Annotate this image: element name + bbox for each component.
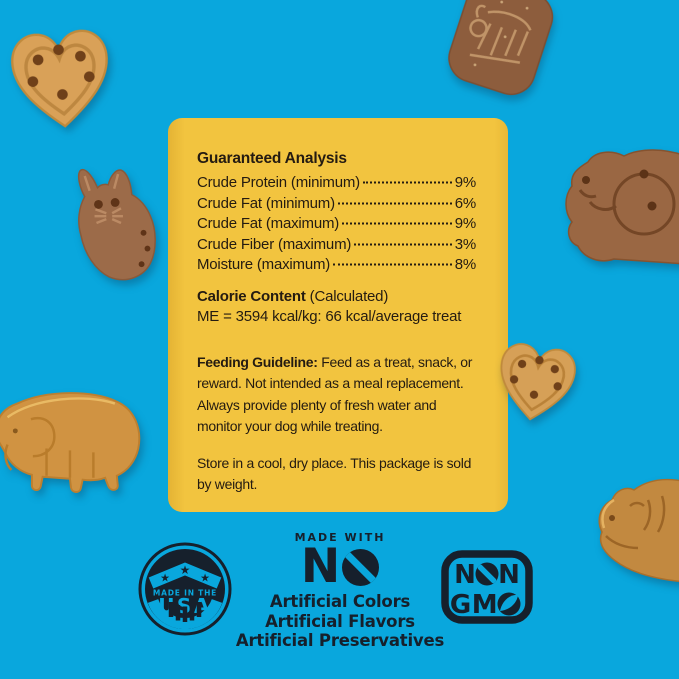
feeding-guideline: Feeding Guideline: Feed as a treat, snac… xyxy=(197,353,473,435)
calorie-content-heading: Calorie Content (Calculated) xyxy=(197,287,389,305)
analysis-row: Crude Fat (minimum) 6% xyxy=(197,194,476,215)
list-item: Artificial Preservatives xyxy=(235,631,445,650)
dot-leader xyxy=(354,243,452,245)
made-with-no-block: MADE WITH N Artificial Colors Artificial… xyxy=(228,531,452,651)
analysis-label: Moisture (maximum) xyxy=(197,256,331,273)
analysis-row: Crude Fiber (maximum) 3% xyxy=(197,235,476,256)
dot-leader xyxy=(333,263,452,266)
analysis-label: Crude Fat (maximum) xyxy=(197,215,340,232)
analysis-value: 6% xyxy=(454,194,476,212)
dot-leader xyxy=(342,222,452,225)
star-icon: ★ xyxy=(200,572,210,585)
analysis-value: 8% xyxy=(454,256,476,273)
panel-heading: Guaranteed Analysis xyxy=(197,150,347,167)
non-gmo-letters: GM xyxy=(450,590,498,620)
analysis-label: Crude Fiber (maximum) xyxy=(197,235,352,253)
heart-cookie-icon xyxy=(500,343,576,421)
analysis-label: Crude Fat (minimum) xyxy=(197,194,335,212)
non-gmo-badge: N N GM xyxy=(441,550,533,624)
heart-cookie-icon xyxy=(11,29,108,128)
dot-leader xyxy=(337,202,452,204)
no-artificial-list: Artificial Colors Artificial Flavors Art… xyxy=(228,592,452,651)
calorie-content-value: ME = 3594 kcal/kg: 66 kcal/average treat xyxy=(197,307,462,325)
hippo-cookie-icon xyxy=(598,478,679,582)
no-symbol-icon xyxy=(342,548,380,586)
analysis-row: Moisture (maximum) 8% xyxy=(197,255,476,276)
star-icon: ★ xyxy=(160,572,170,585)
leaf-o-icon xyxy=(497,592,521,616)
non-gmo-letter: N xyxy=(498,560,520,590)
non-gmo-letter: N xyxy=(454,560,476,590)
elephant-cookie-icon xyxy=(0,392,141,493)
list-item: Artificial Colors xyxy=(269,592,411,611)
guaranteed-analysis-panel: Guaranteed Analysis Crude Protein (minim… xyxy=(168,118,508,512)
pig-cookie-icon xyxy=(565,149,679,265)
made-with-label: MADE WITH xyxy=(294,531,386,544)
analysis-table: Crude Protein (minimum) 9% Crude Fat (mi… xyxy=(197,173,476,276)
goat-cookie-icon xyxy=(448,0,554,96)
analysis-value: 9% xyxy=(454,215,476,232)
star-icon: ★ xyxy=(180,563,191,577)
analysis-value: 9% xyxy=(454,174,476,191)
analysis-row: Crude Fat (maximum) 9% xyxy=(197,214,476,235)
list-item: Artificial Flavors xyxy=(265,611,415,631)
usa-badge-arc-text: MADE IN THE xyxy=(153,589,217,598)
no-symbol-icon xyxy=(475,562,499,586)
made-in-usa-badge: ★ ★ ★ MADE IN THE USA xyxy=(138,542,232,636)
flag-stripes-icon xyxy=(168,602,202,622)
dot-leader xyxy=(362,181,452,184)
analysis-label: Crude Protein (minimum) xyxy=(197,174,360,191)
no-wordmark: N xyxy=(228,543,452,590)
cat-cookie-icon xyxy=(77,168,156,281)
analysis-row: Crude Protein (minimum) 9% xyxy=(197,173,476,194)
storage-note: Store in a cool, dry place. This package… xyxy=(197,454,472,493)
analysis-value: 3% xyxy=(454,235,476,253)
